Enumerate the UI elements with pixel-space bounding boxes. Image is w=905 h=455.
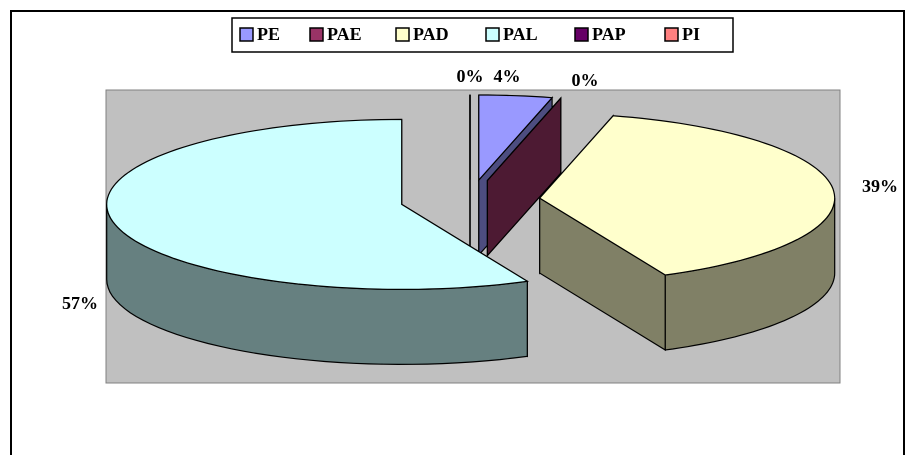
data-label: 0% [572, 70, 599, 90]
legend-swatch [309, 27, 324, 42]
data-label: 57% [62, 293, 98, 313]
legend-box [231, 17, 734, 53]
legend-swatch [395, 27, 410, 42]
legend-label: PE [257, 24, 280, 44]
slice [106, 118, 530, 290]
legend-swatch [239, 27, 254, 42]
legend-label: PAP [592, 24, 626, 44]
slice [538, 115, 836, 276]
legend-swatch [664, 27, 679, 42]
legend-label: PI [682, 24, 700, 44]
data-label: 0% [457, 66, 484, 86]
data-label: 39% [862, 176, 898, 196]
legend-swatch [574, 27, 589, 42]
legend-label: PAD [413, 24, 449, 44]
legend-label: PAE [327, 24, 362, 44]
slice [486, 97, 562, 181]
slice [478, 94, 554, 182]
legend-swatch [485, 27, 500, 42]
legend-label: PAL [503, 24, 538, 44]
data-label: 4% [494, 66, 521, 86]
